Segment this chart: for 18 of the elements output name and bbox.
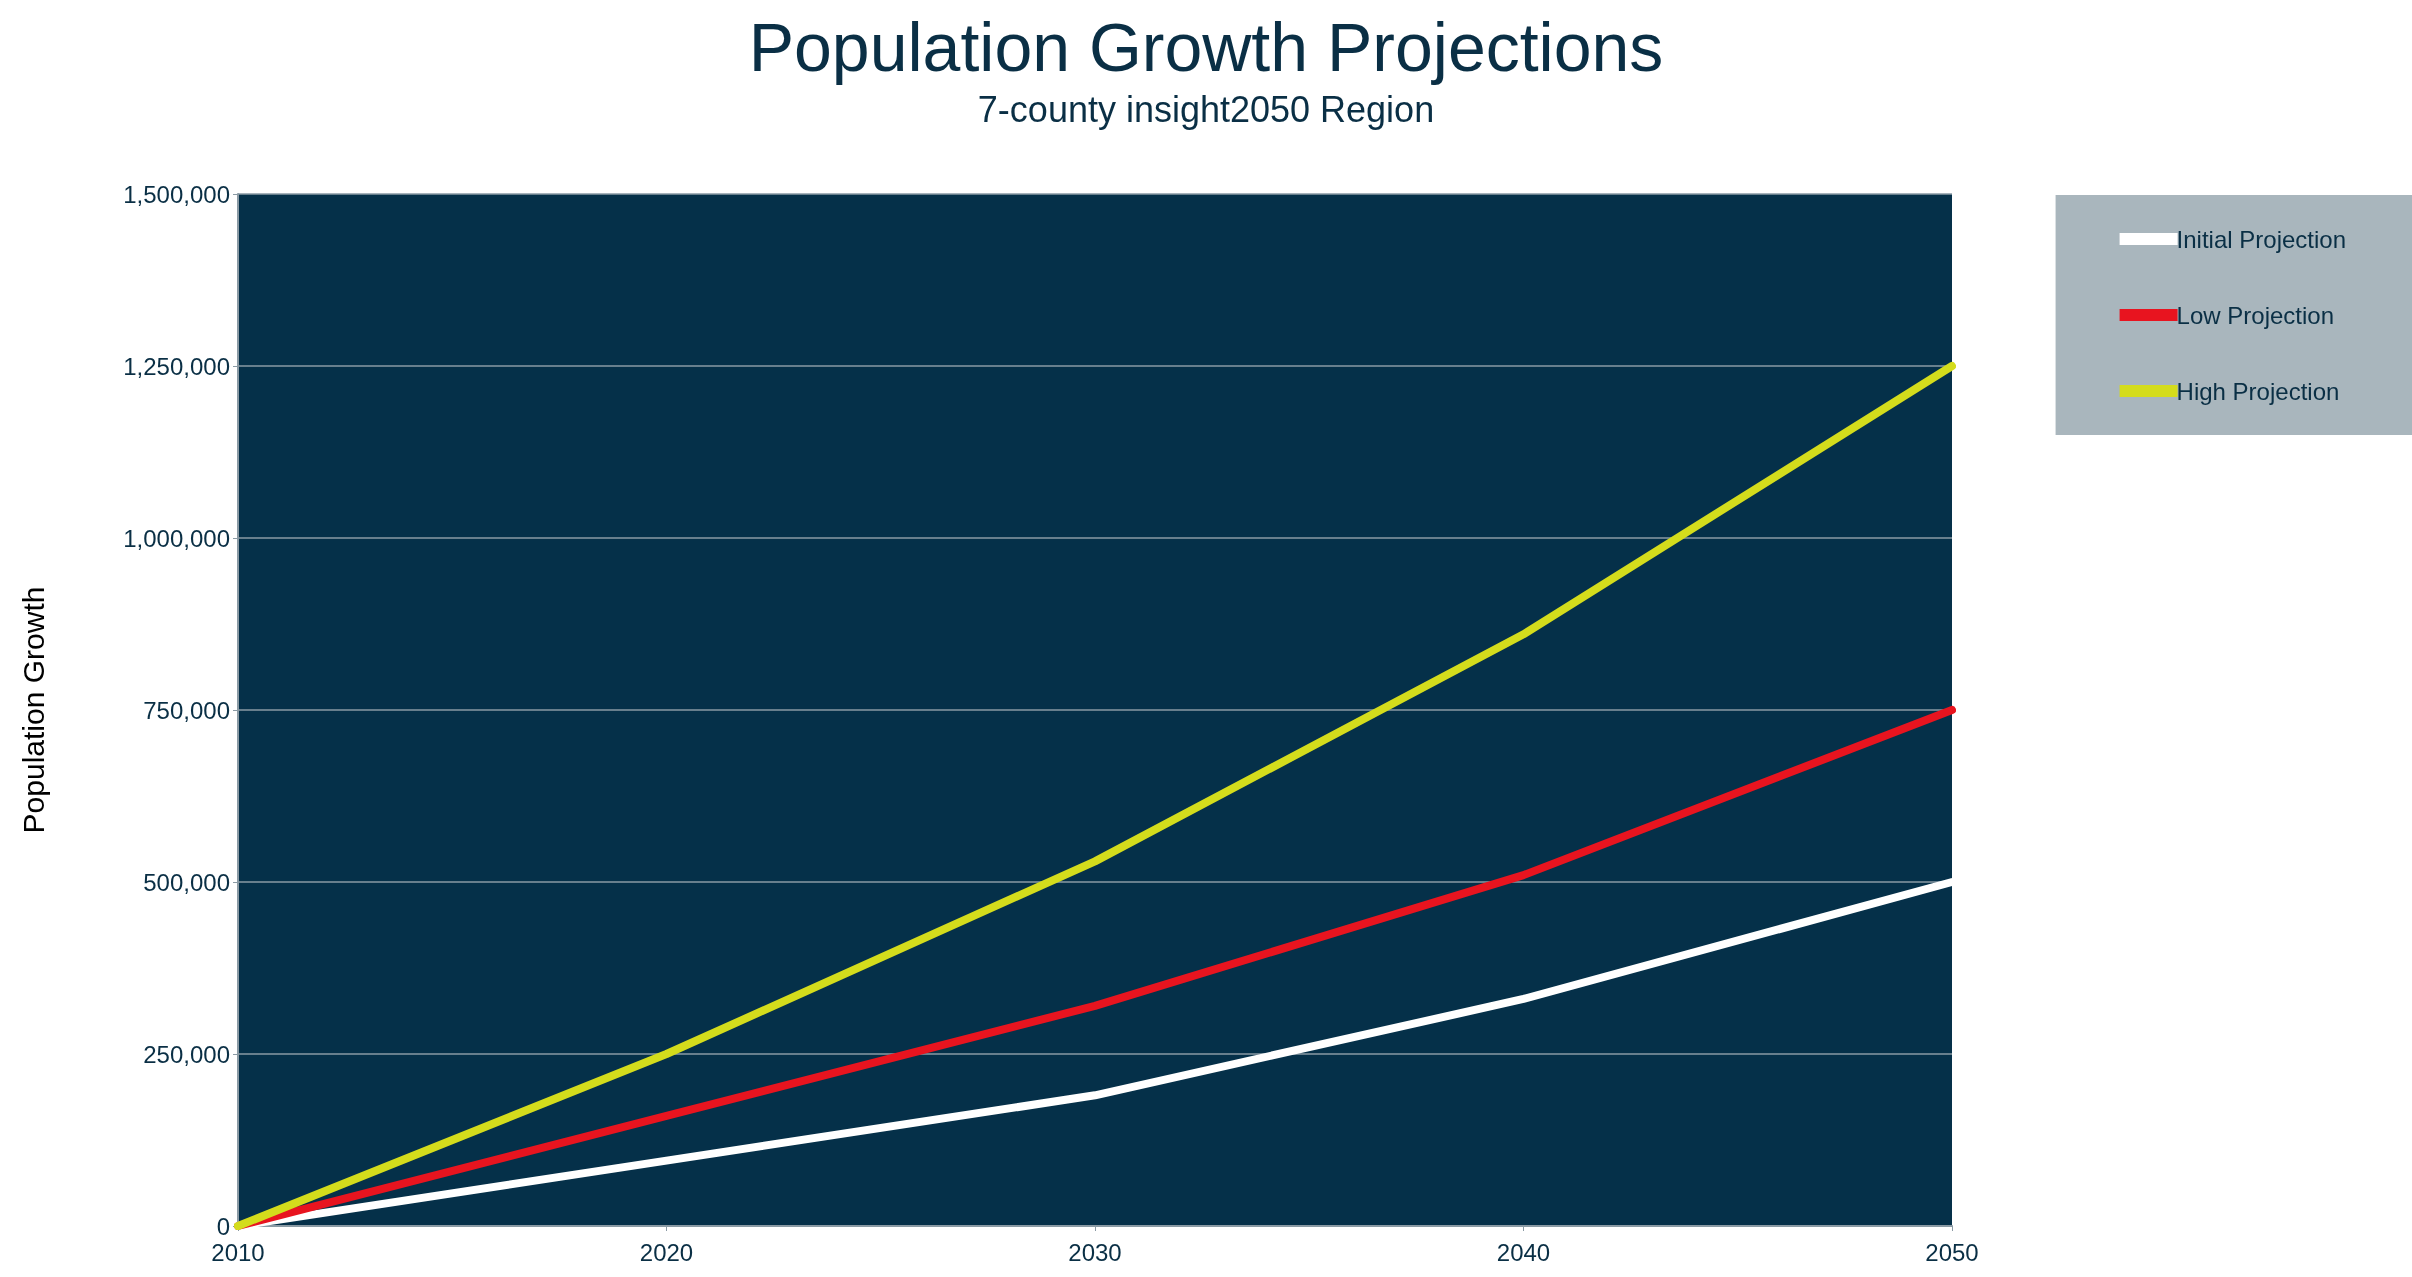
x-tick-label: 2010 bbox=[211, 1238, 265, 1266]
legend-label: Low Projection bbox=[2176, 301, 2334, 329]
y-tick-label: 1,250,000 bbox=[123, 352, 230, 380]
y-tick-label: 1,500,000 bbox=[123, 180, 230, 208]
y-axis-title: Population Growth bbox=[16, 586, 50, 834]
y-tick-label: 250,000 bbox=[143, 1040, 230, 1068]
legend-label: High Projection bbox=[2176, 377, 2340, 405]
x-tick-label: 2050 bbox=[1925, 1238, 1979, 1266]
y-tick-label: 0 bbox=[216, 1212, 230, 1240]
x-tick-label: 2030 bbox=[1068, 1238, 1122, 1266]
chart-title: Population Growth Projections bbox=[748, 9, 1664, 85]
y-tick-label: 1,000,000 bbox=[123, 524, 230, 552]
y-tick-label: 750,000 bbox=[143, 696, 230, 724]
x-tick-label: 2040 bbox=[1496, 1238, 1551, 1266]
legend-label: Initial Projection bbox=[2176, 225, 2346, 253]
chart-subtitle: 7-county insight2050 Region bbox=[977, 88, 1435, 130]
x-tick-label: 2020 bbox=[639, 1238, 694, 1266]
y-tick-label: 500,000 bbox=[143, 868, 230, 896]
